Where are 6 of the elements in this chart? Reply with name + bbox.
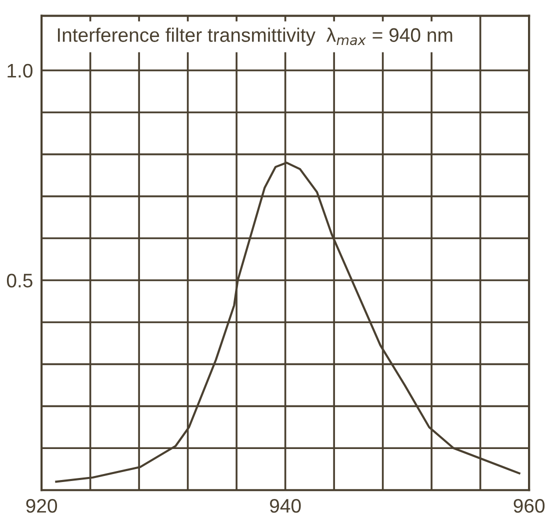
y-tick-label: 0.5: [6, 274, 32, 288]
x-tick-label: 960: [514, 498, 545, 513]
text: Interference filter transmittivity λ$_{max}$ = 940 nm: [58, 28, 452, 46]
x-tick-label: 920: [26, 498, 58, 513]
y-tick-label: 1.0: [8, 64, 32, 78]
x-tick-label: 940: [270, 498, 301, 513]
